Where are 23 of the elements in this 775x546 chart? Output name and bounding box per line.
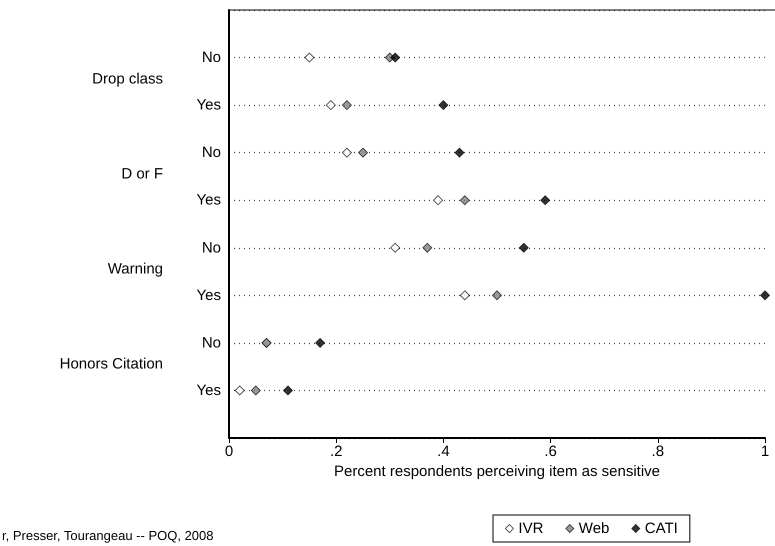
- legend-label: Web: [578, 520, 610, 537]
- legend-label: CATI: [644, 520, 678, 537]
- y-tick-label: No: [202, 334, 221, 352]
- y-tick-label: No: [202, 239, 221, 256]
- text: Warning: [108, 260, 164, 278]
- text: r, Presser, Tourangeau -- POQ, 2008: [2, 528, 214, 543]
- y-tick-label: No: [202, 144, 221, 162]
- x-tick-label: 0: [224, 443, 234, 460]
- y-tick-label: Yes: [196, 192, 221, 209]
- x-axis-title: Percent respondents perceiving item as sensitive: [334, 462, 660, 480]
- x-tick-label: .4: [437, 443, 450, 460]
- x-tick-label: 1: [760, 443, 770, 460]
- x-tick-label: .6: [544, 443, 557, 460]
- x-tick-label: .8: [652, 443, 664, 460]
- x-tick-label: .2: [330, 443, 342, 460]
- y-tick-label: Yes: [196, 382, 221, 399]
- y-tick-label: Yes: [196, 96, 221, 114]
- text: Drop class: [92, 70, 164, 88]
- y-tick-label: No: [202, 49, 221, 66]
- text: Honors Citation: [60, 356, 164, 373]
- y-tick-label: Yes: [196, 286, 221, 304]
- legend-label: IVR: [518, 520, 544, 537]
- text: D or F: [121, 165, 164, 182]
